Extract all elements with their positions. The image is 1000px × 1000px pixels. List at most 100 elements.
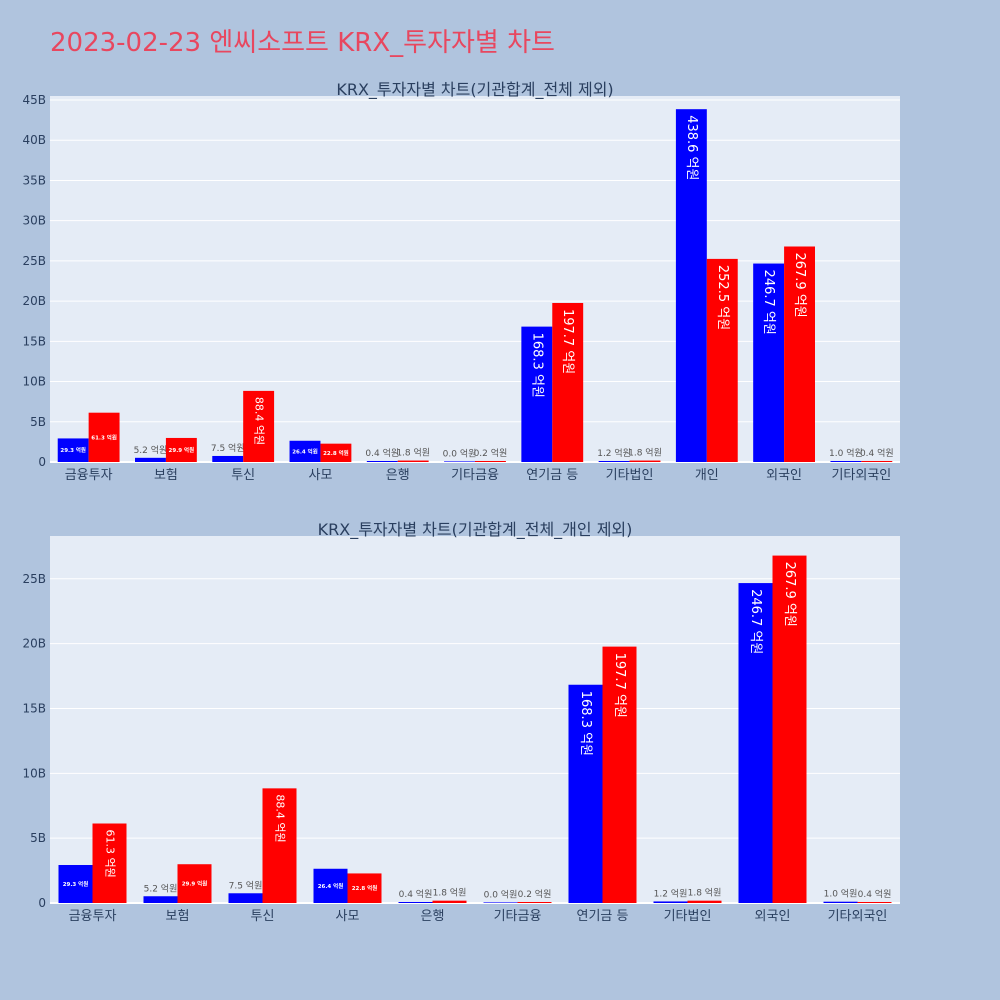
bar xyxy=(243,390,275,462)
bar xyxy=(753,263,785,462)
data-label: 168.3 억원 xyxy=(578,691,593,756)
bar xyxy=(784,246,815,462)
y-tick-label: 35B xyxy=(22,173,46,187)
bar xyxy=(568,684,603,903)
bar xyxy=(861,461,893,462)
data-label: 197.7 억원 xyxy=(560,309,575,374)
x-tick-label: 기타법인 xyxy=(664,909,712,924)
bar xyxy=(598,461,630,462)
bar xyxy=(602,646,637,903)
data-label: 5.2 억원 xyxy=(144,882,178,894)
bar xyxy=(687,900,722,903)
x-tick-label: 은행 xyxy=(386,467,410,483)
x-tick-label: 보험 xyxy=(154,468,178,483)
bar xyxy=(830,461,862,462)
bar xyxy=(517,902,552,903)
bar xyxy=(397,460,429,462)
bar xyxy=(212,455,244,462)
bar xyxy=(88,412,120,462)
y-tick-label: 5B xyxy=(30,415,46,429)
data-label: 88.4 억원 xyxy=(253,397,266,445)
data-label: 197.7 억원 xyxy=(612,653,627,718)
bar xyxy=(653,901,688,903)
bar xyxy=(706,258,738,462)
x-tick-label: 기타금융 xyxy=(451,468,499,483)
data-label: 88.4 억원 xyxy=(274,794,287,842)
data-label: 1.8 억원 xyxy=(688,887,722,899)
x-tick-label: 은행 xyxy=(421,908,445,924)
data-label: 0.2 억원 xyxy=(518,888,552,900)
y-tick-label: 25B xyxy=(22,572,46,586)
chart-title: KRX_투자자별 차트(기관합계_전체_개인 제외) xyxy=(318,520,633,540)
bar xyxy=(398,902,433,903)
bar xyxy=(347,873,382,903)
x-tick-label: 연기금 등 xyxy=(526,468,578,483)
y-tick-label: 15B xyxy=(22,334,46,348)
data-label: 22.8 억원 xyxy=(323,449,349,457)
x-tick-label: 투신 xyxy=(231,468,255,483)
data-label: 267.9 억원 xyxy=(782,562,797,627)
y-tick-label: 15B xyxy=(22,701,46,715)
bar xyxy=(738,583,773,903)
data-label: 0.0 억원 xyxy=(443,447,477,459)
x-tick-label: 외국인 xyxy=(755,909,791,924)
bar xyxy=(228,893,263,903)
bar xyxy=(165,437,197,462)
data-label: 29.9 억원 xyxy=(182,880,208,888)
bar xyxy=(444,461,475,462)
data-label: 1.8 억원 xyxy=(433,887,467,899)
y-tick-label: 10B xyxy=(22,375,46,389)
data-label: 1.0 억원 xyxy=(824,888,858,900)
bar xyxy=(629,460,661,462)
bar xyxy=(313,868,348,903)
y-tick-label: 20B xyxy=(22,294,46,308)
data-label: 1.2 억원 xyxy=(597,447,631,459)
x-tick-label: 투신 xyxy=(251,909,275,924)
x-tick-label: 사모 xyxy=(336,909,360,924)
data-label: 26.4 억원 xyxy=(292,447,318,455)
y-tick-label: 0 xyxy=(38,455,46,469)
bar xyxy=(857,902,892,903)
data-label: 1.8 억원 xyxy=(628,447,662,459)
data-label: 0.4 억원 xyxy=(365,447,399,459)
data-label: 29.3 억원 xyxy=(63,880,89,888)
bar xyxy=(135,457,166,462)
bar xyxy=(475,461,506,462)
x-tick-label: 개인 xyxy=(695,468,719,483)
y-tick-label: 25B xyxy=(22,254,46,268)
y-tick-label: 10B xyxy=(22,766,46,780)
data-label: 22.8 억원 xyxy=(352,884,378,892)
data-label: 168.3 억원 xyxy=(529,333,544,398)
y-tick-label: 20B xyxy=(22,637,46,651)
bar xyxy=(177,864,212,903)
bar xyxy=(320,443,352,462)
data-label: 1.8 억원 xyxy=(396,447,430,459)
x-tick-label: 연기금 등 xyxy=(577,909,629,924)
y-tick-label: 45B xyxy=(22,93,46,107)
data-label: 246.7 억원 xyxy=(748,589,763,654)
data-label: 0.2 억원 xyxy=(474,447,508,459)
y-tick-label: 40B xyxy=(22,133,46,147)
data-label: 252.5 억원 xyxy=(715,265,730,330)
data-label: 29.3 억원 xyxy=(60,446,86,454)
x-tick-label: 외국인 xyxy=(766,468,802,483)
x-tick-label: 기타법인 xyxy=(606,468,654,483)
data-label: 0.4 억원 xyxy=(858,888,892,900)
bar xyxy=(772,555,807,903)
data-label: 61.3 억원 xyxy=(91,433,117,441)
data-label: 29.9 억원 xyxy=(169,446,195,454)
bar xyxy=(552,302,584,462)
bar xyxy=(483,902,518,903)
chart-title: KRX_투자자별 차트(기관합계_전체 제외) xyxy=(336,80,613,100)
chart-institutions-total-excluded: 0 5B 10B 15B 20B 25B 30B 35B 40B 45B KRX_투자자별 차트(기… xyxy=(22,80,900,483)
bar xyxy=(143,896,178,903)
data-label: 7.5 억원 xyxy=(229,879,263,891)
bar xyxy=(262,788,297,903)
x-tick-label: 기타외국인 xyxy=(828,909,888,924)
y-tick-label: 0 xyxy=(38,896,46,910)
bar xyxy=(823,901,858,903)
x-tick-label: 기타금융 xyxy=(494,909,542,924)
bar xyxy=(58,865,93,903)
data-label: 0.0 억원 xyxy=(484,888,518,900)
